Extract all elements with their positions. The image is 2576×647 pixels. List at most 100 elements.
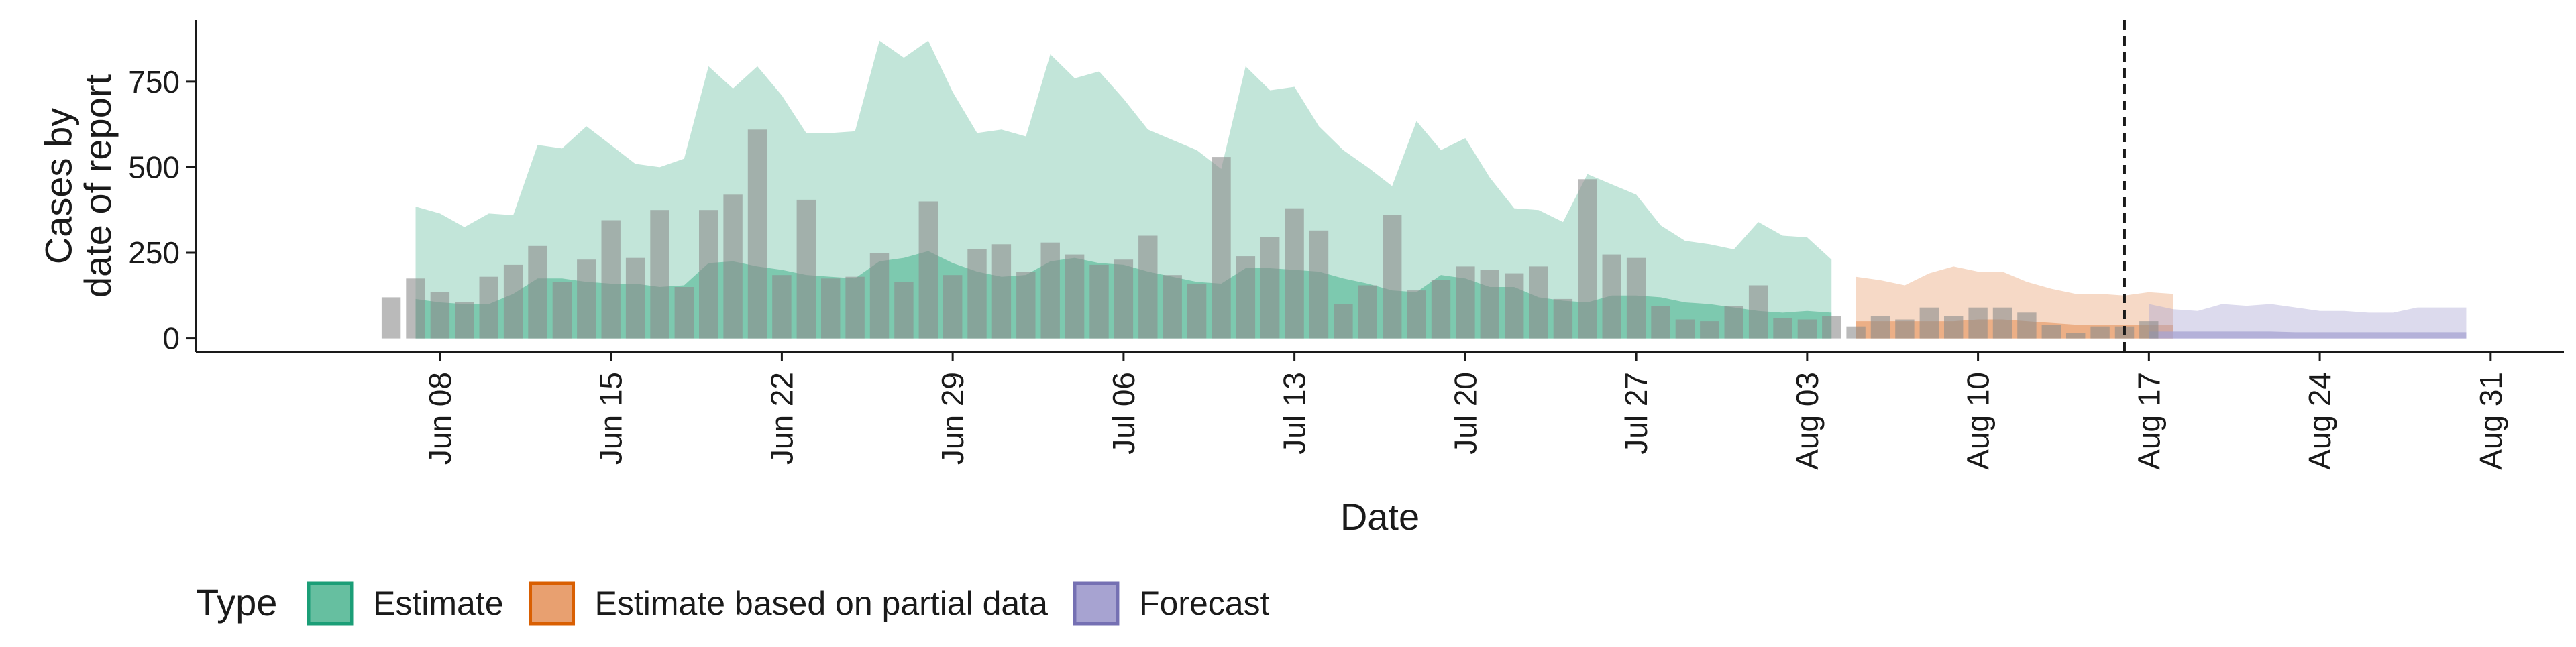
observed-bar: [650, 210, 669, 339]
legend-label-estimate-based-on-partial-data: Estimate based on partial data: [595, 585, 1049, 622]
observed-bar: [1846, 326, 1866, 339]
observed-bar: [479, 276, 498, 339]
legend-key-estimate-based-on-partial-data: [529, 581, 576, 626]
observed-bar: [1675, 319, 1695, 339]
y-axis-title-line: date of report: [76, 74, 119, 298]
observed-bar: [1260, 237, 1280, 339]
observed-bar: [2041, 325, 2061, 339]
y-tick-label: 750: [128, 64, 180, 99]
observed-bar: [503, 264, 523, 339]
observed-bar: [967, 249, 987, 339]
observed-bar: [1358, 285, 1377, 339]
observed-bar: [1968, 307, 1988, 339]
observed-bar: [699, 210, 718, 339]
observed-bar: [1700, 321, 1719, 339]
observed-bar: [2017, 312, 2037, 339]
x-tick-label: Aug 17: [2131, 372, 2166, 470]
observed-bar: [845, 276, 865, 339]
observed-bar: [1383, 215, 1402, 339]
observed-bar: [918, 201, 938, 339]
observed-bar: [1773, 318, 1792, 339]
observed-bar: [1870, 316, 1890, 339]
observed-bar: [1895, 319, 1915, 339]
observed-bar: [1309, 230, 1329, 339]
observed-bar: [1456, 266, 1475, 339]
observed-bar: [1089, 264, 1109, 339]
observed-bar: [1578, 179, 1597, 339]
x-tick-label: Jun 15: [594, 372, 629, 465]
x-tick-label: Jun 29: [935, 372, 970, 465]
x-axis-title: Date: [1340, 495, 1419, 538]
observed-bar: [1187, 283, 1207, 339]
observed-bar: [2139, 321, 2159, 339]
legend-title: Type: [196, 581, 277, 624]
x-tick-label: Jun 08: [423, 372, 458, 465]
observed-bar: [1797, 319, 1817, 339]
band-outer-forecast: [2149, 304, 2467, 339]
observed-bar: [943, 275, 963, 339]
observed-bar: [1040, 242, 1060, 339]
y-tick-label: 500: [128, 150, 180, 184]
observed-bar: [1602, 254, 1621, 339]
observed-bar: [1651, 306, 1670, 339]
observed-bar: [1407, 290, 1426, 339]
x-tick-label: Aug 03: [1790, 372, 1825, 470]
observed-bar: [869, 253, 890, 339]
observed-bar: [1724, 306, 1743, 339]
observed-bar: [1212, 157, 1231, 339]
x-tick-label: Jul 20: [1448, 372, 1483, 455]
observed-bar: [1114, 259, 1134, 339]
observed-bar: [2090, 326, 2110, 339]
observed-bar: [1748, 285, 1768, 339]
observed-bar: [552, 282, 572, 339]
observed-bar: [406, 278, 425, 339]
observed-bar: [1431, 280, 1451, 339]
observed-bar: [1236, 256, 1256, 339]
y-axis-title-line: Cases by: [37, 108, 79, 264]
observed-bar: [1822, 316, 1841, 339]
observed-bar: [723, 194, 743, 339]
y-tick-label: 0: [162, 321, 180, 356]
observed-bar: [601, 220, 621, 339]
legend-label-forecast: Forecast: [1139, 585, 1270, 622]
observed-bar: [772, 275, 792, 339]
band-inner-forecast: [2149, 331, 2467, 339]
observed-bar: [455, 302, 474, 339]
observed-bar: [1505, 273, 1524, 339]
x-tick-label: Aug 31: [2473, 372, 2508, 470]
x-tick-label: Jun 22: [764, 372, 799, 465]
legend-key-forecast: [1073, 581, 1120, 626]
observed-bar: [1334, 304, 1353, 339]
legend-label-estimate: Estimate: [373, 585, 504, 622]
x-tick-label: Jul 06: [1106, 372, 1141, 455]
observed-bar: [528, 245, 547, 339]
band-outer-estimate: [415, 40, 1832, 339]
observed-bar: [796, 199, 816, 339]
observed-bar: [1163, 275, 1182, 339]
observed-bar: [674, 287, 694, 339]
observed-bar: [991, 244, 1012, 339]
observed-bar: [1016, 272, 1036, 339]
observed-bar: [1529, 266, 1548, 339]
x-tick-label: Aug 24: [2302, 372, 2337, 470]
observed-bar: [625, 257, 645, 339]
observed-bar: [381, 297, 401, 339]
observed-bar: [430, 292, 450, 339]
observed-bar: [747, 129, 767, 339]
observed-bar: [1553, 298, 1573, 339]
observed-bar: [1138, 235, 1158, 339]
observed-bar: [577, 259, 596, 339]
observed-bar: [821, 278, 841, 339]
y-tick-label: 250: [128, 235, 180, 270]
y-axis-title: Cases bydate of report: [37, 74, 119, 298]
x-tick-label: Jul 27: [1619, 372, 1654, 455]
legend-key-estimate: [307, 581, 354, 626]
x-tick-label: Aug 10: [1961, 372, 1996, 470]
observed-bar: [1480, 270, 1499, 339]
x-tick-label: Jul 13: [1277, 372, 1312, 455]
observed-bar: [1626, 257, 1646, 339]
observed-bar: [2066, 333, 2086, 339]
observed-bar: [894, 282, 914, 339]
